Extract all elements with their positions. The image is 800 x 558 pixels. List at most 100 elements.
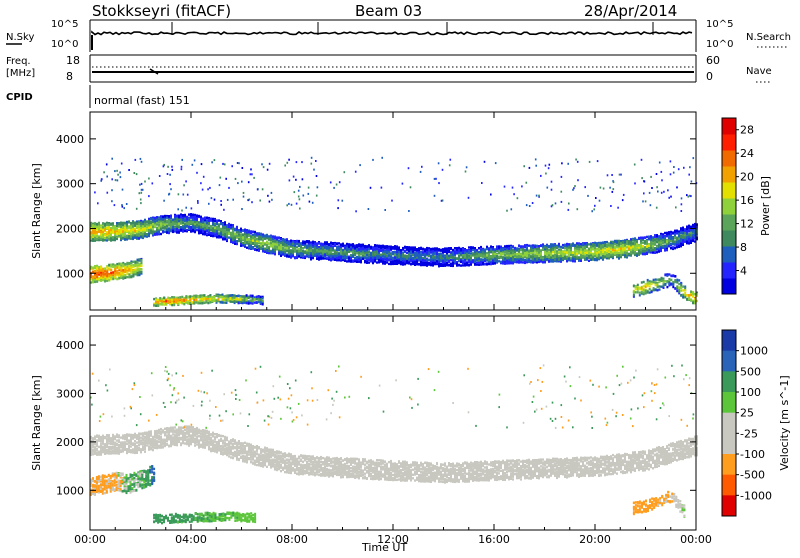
power-echo-band: [268, 235, 270, 237]
power-echo-band: [510, 259, 512, 261]
power-echo-band: [508, 248, 510, 250]
power-echo-band: [446, 252, 448, 254]
power-echo-band: [484, 263, 486, 265]
power-echo-band: [376, 252, 378, 254]
power-echo-band: [576, 257, 578, 259]
power-echo-band: [490, 245, 492, 247]
power-echo-band: [406, 257, 408, 259]
power-echo-band: [464, 264, 466, 266]
power-echo-band: [202, 217, 204, 219]
power-echo-band: [378, 259, 380, 261]
nsky-label: N.Sky: [6, 32, 34, 43]
power-echo-band: [472, 252, 474, 254]
power-echo-band: [420, 258, 422, 260]
power-echo-band: [512, 262, 514, 264]
power-echo-band: [514, 260, 516, 262]
power-echo-band: [538, 259, 540, 261]
power-echo-band: [296, 242, 298, 244]
power-echo-band: [270, 251, 272, 253]
power-echo-band: [170, 229, 172, 231]
power-echo-band: [432, 250, 434, 252]
power-echo-band: [408, 248, 410, 250]
power-echo-band: [522, 255, 524, 257]
power-echo-band: [578, 252, 580, 254]
power-echo-band: [104, 234, 106, 236]
power-echo-band: [454, 252, 456, 254]
power-echo-band: [172, 231, 174, 233]
power-echo-band: [316, 247, 318, 249]
power-echo-band: [504, 258, 506, 260]
power-echo-band: [116, 225, 118, 227]
power-echo-band: [264, 251, 266, 253]
power-echo-band: [266, 247, 268, 249]
power-echo-band: [384, 250, 386, 252]
power-echo-band: [526, 259, 528, 261]
power-echo-band: [210, 235, 212, 237]
power-echo-band: [494, 262, 496, 264]
power-echo-band: [144, 228, 146, 230]
power-echo-band: [392, 257, 394, 259]
power-echo-band: [298, 248, 300, 250]
power-echo-band: [472, 246, 474, 248]
power-echo-band: [432, 262, 434, 264]
power-echo-band: [208, 229, 210, 231]
power-echo-band: [182, 219, 184, 221]
power-echo-band: [234, 237, 236, 239]
power-echo-band: [382, 246, 384, 248]
power-echo-band: [396, 261, 398, 263]
power-echo-band: [206, 233, 208, 235]
power-echo-band: [334, 255, 336, 257]
power-echo-band: [510, 252, 512, 254]
power-echo-band: [234, 228, 236, 230]
power-echo-band: [318, 242, 320, 244]
power-echo-band: [444, 254, 446, 256]
power-echo-band: [516, 256, 518, 258]
power-echo-band: [554, 244, 556, 246]
power-echo-band: [500, 261, 502, 263]
power-echo-band: [528, 249, 530, 251]
power-echo-band: [106, 223, 108, 225]
power-echo-band: [288, 255, 290, 257]
power-echo-band: [212, 223, 214, 225]
power-echo-band: [392, 247, 394, 249]
power-echo-band: [292, 243, 294, 245]
power-echo-band: [140, 222, 142, 224]
power-echo-band: [566, 248, 568, 250]
power-echo-band: [546, 248, 548, 250]
power-echo-band: [380, 245, 382, 247]
power-echo-band: [536, 245, 538, 247]
power-echo-band: [446, 262, 448, 264]
power-echo-band: [550, 260, 552, 262]
power-echo-band: [444, 257, 446, 259]
power-echo-band: [260, 248, 262, 250]
power-echo-band: [440, 260, 442, 262]
power-echo-band: [542, 248, 544, 250]
power-echo-band: [318, 248, 320, 250]
power-echo-band: [484, 250, 486, 252]
power-echo-band: [440, 263, 442, 265]
power-echo-band: [102, 234, 104, 236]
power-echo-band: [254, 239, 256, 241]
power-echo-band: [426, 248, 428, 250]
power-echo-band: [228, 232, 230, 234]
power-echo-band: [174, 225, 176, 227]
power-echo-band: [132, 221, 134, 223]
power-echo-band: [402, 263, 404, 265]
power-echo-band: [94, 229, 96, 231]
power-echo-band: [398, 253, 400, 255]
power-echo-band: [412, 248, 414, 250]
power-echo-band: [530, 246, 532, 248]
power-echoes: [90, 157, 698, 307]
power-echo-band: [184, 214, 186, 216]
power-echo-band: [314, 254, 316, 256]
power-echo-band: [578, 256, 580, 258]
power-echo-band: [368, 251, 370, 253]
power-echo-band: [194, 221, 196, 223]
power-echo-band: [160, 228, 162, 230]
power-echo-band: [326, 242, 328, 244]
power-echo-band: [548, 252, 550, 254]
power-echo-band: [142, 223, 144, 225]
power-echo-band: [120, 226, 122, 228]
power-echo-band: [242, 242, 244, 244]
power-echo-band: [114, 227, 116, 229]
